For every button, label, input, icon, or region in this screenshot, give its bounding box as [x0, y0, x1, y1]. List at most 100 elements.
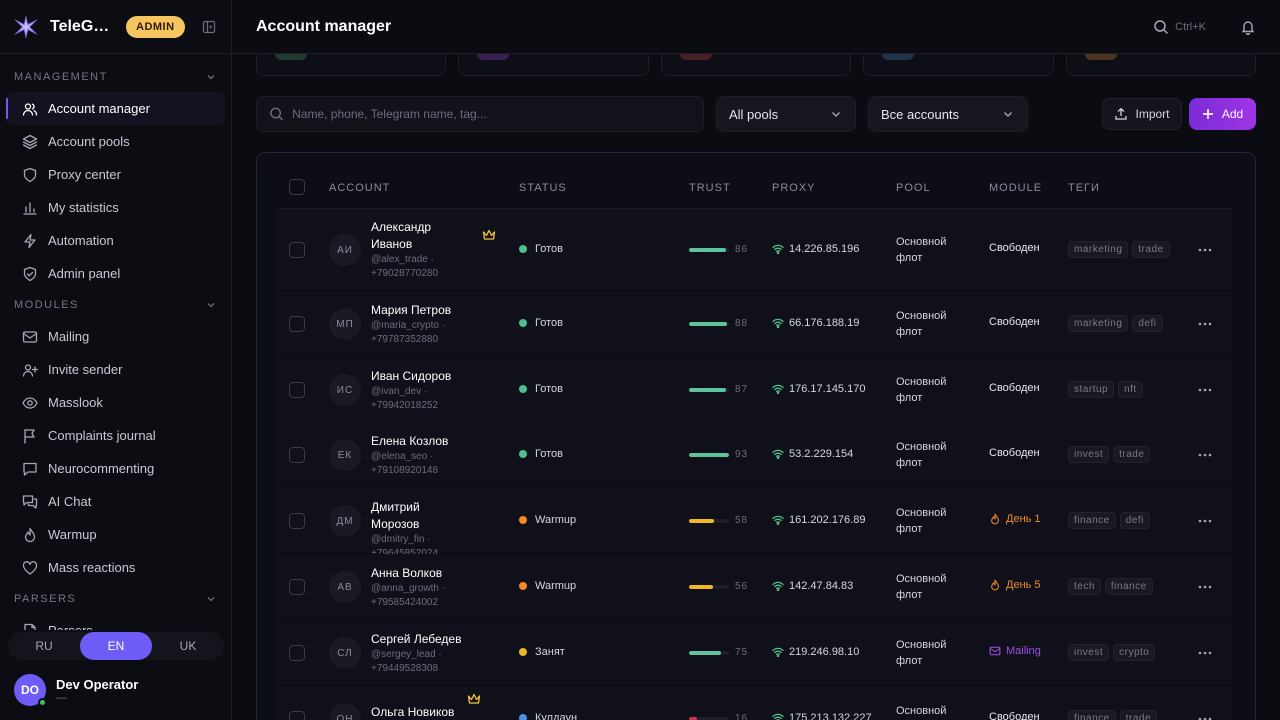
sidebar-item-warmup[interactable]: Warmup [6, 518, 225, 551]
column-header-pool[interactable]: POOL [896, 182, 931, 194]
tag[interactable]: tech [1068, 578, 1101, 595]
tag-list: marketing trade [1068, 241, 1170, 258]
search-input[interactable] [292, 107, 691, 121]
account-cell[interactable]: Дмитрий Морозов @dmitry_fin · +79645852024 [371, 499, 471, 561]
row-checkbox[interactable] [289, 513, 305, 529]
tag[interactable]: crypto [1113, 644, 1156, 661]
sidebar-item-ai-chat[interactable]: AI Chat [6, 485, 225, 518]
more-options-icon[interactable] [1198, 651, 1212, 655]
proxy-cell[interactable]: 53.2.229.154 [772, 448, 853, 460]
sidebar-item-mass-reactions[interactable]: Mass reactions [6, 551, 225, 584]
more-options-icon[interactable] [1198, 717, 1212, 720]
row-checkbox[interactable] [289, 316, 305, 332]
row-checkbox[interactable] [289, 242, 305, 258]
language-option-en[interactable]: EN [80, 632, 152, 660]
row-checkbox[interactable] [289, 447, 305, 463]
tag[interactable]: trade [1132, 241, 1170, 258]
column-header-trust[interactable]: TRUST [689, 182, 731, 194]
proxy-cell[interactable]: 175.213.132.227 [772, 712, 872, 720]
account-cell[interactable]: Елена Козлов @elena_seo · +79108920148 [371, 433, 471, 478]
more-options-icon[interactable] [1198, 248, 1212, 252]
more-options-icon[interactable] [1198, 519, 1212, 523]
table-row[interactable]: МП Мария Петров @maria_crypto · +7978735288… [277, 291, 1232, 357]
import-button[interactable]: Import [1102, 98, 1182, 130]
table-row[interactable]: АВ Анна Волков @anna_growth · +79585424002 W… [277, 554, 1232, 620]
more-options-icon[interactable] [1198, 388, 1212, 392]
sidebar-item-masslook[interactable]: Masslook [6, 386, 225, 419]
global-search-button[interactable]: Ctrl+K [1153, 19, 1206, 35]
column-header-proxy[interactable]: PROXY [772, 182, 816, 194]
sidebar-item-neurocommenting[interactable]: Neurocommenting [6, 452, 225, 485]
table-row[interactable]: СЛ Сергей Лебедев @sergey_lead · +794495283… [277, 620, 1232, 686]
sidebar-collapse-icon[interactable] [201, 19, 217, 35]
tag[interactable]: invest [1068, 644, 1110, 661]
account-cell[interactable]: Сергей Лебедев @sergey_lead · +79449528308 [371, 631, 471, 676]
row-checkbox[interactable] [289, 711, 305, 720]
tag[interactable]: marketing [1068, 315, 1129, 332]
tag[interactable]: finance [1068, 710, 1116, 720]
trust-bar-fill [689, 518, 714, 523]
proxy-cell[interactable]: 176.17.145.170 [772, 383, 865, 395]
language-option-ru[interactable]: RU [35, 639, 53, 653]
tag[interactable]: defi [1132, 315, 1163, 332]
tag[interactable]: defi [1119, 512, 1150, 529]
sidebar-item-proxy-center[interactable]: Proxy center [6, 158, 225, 191]
account-cell[interactable]: Александр Иванов @alex_trade · +7902877028… [371, 219, 471, 281]
proxy-cell[interactable]: 219.246.98.10 [772, 646, 859, 658]
row-checkbox[interactable] [289, 645, 305, 661]
table-row[interactable]: АИ Александр Иванов @alex_trade · +79028770… [277, 209, 1232, 291]
row-checkbox[interactable] [289, 579, 305, 595]
tag[interactable]: finance [1104, 578, 1153, 595]
tag[interactable]: trade [1113, 446, 1151, 463]
proxy-cell[interactable]: 66.176.188.19 [772, 317, 859, 329]
tag[interactable]: finance [1068, 512, 1116, 529]
table-row[interactable]: ОН Ольга Новиков@olga_smm · Кулдаун 16 175.2… [277, 686, 1232, 720]
column-header-module[interactable]: MODULE [989, 182, 1043, 194]
proxy-cell[interactable]: 142.47.84.83 [772, 580, 853, 592]
language-option-uk[interactable]: UK [179, 639, 197, 653]
online-indicator [38, 698, 47, 707]
sidebar-item-account-manager[interactable]: Account manager [6, 92, 225, 125]
column-header-status[interactable]: STATUS [519, 182, 567, 194]
table-row[interactable]: ИС Иван Сидоров @ivan_dev · +79942018252 Гот… [277, 357, 1232, 423]
account-search[interactable] [256, 96, 704, 132]
pool-select[interactable]: All pools [716, 96, 856, 132]
column-header-tags[interactable]: ТЕГИ [1068, 182, 1100, 194]
sidebar-section-modules[interactable]: MODULES [0, 290, 231, 320]
row-checkbox[interactable] [289, 382, 305, 398]
account-cell[interactable]: Анна Волков @anna_growth · +79585424002 [371, 565, 471, 610]
proxy-cell[interactable]: 161.202.176.89 [772, 514, 865, 526]
more-options-icon[interactable] [1198, 453, 1212, 457]
more-options-icon[interactable] [1198, 585, 1212, 589]
tag[interactable]: trade [1119, 710, 1158, 720]
proxy-cell[interactable]: 14.226.85.196 [772, 243, 859, 255]
account-cell[interactable]: Ольга Новиков@olga_smm · [371, 704, 471, 720]
sidebar-section-management[interactable]: MANAGEMENT [0, 62, 231, 92]
account-cell[interactable]: Иван Сидоров @ivan_dev · +79942018252 [371, 368, 471, 413]
account-cell[interactable]: Мария Петров @maria_crypto · +79787352880 [371, 302, 471, 347]
user-profile[interactable]: DO Dev Operator — [14, 672, 138, 708]
tag[interactable]: marketing [1068, 241, 1129, 258]
sidebar-item-account-pools[interactable]: Account pools [6, 125, 225, 158]
tag[interactable]: invest [1068, 446, 1110, 463]
more-options-icon[interactable] [1198, 322, 1212, 326]
sidebar-item-complaints-journal[interactable]: Complaints journal [6, 419, 225, 452]
sidebar-item-invite-sender[interactable]: Invite sender [6, 353, 225, 386]
account-filter-select[interactable]: Все accounts [868, 96, 1028, 132]
add-account-button[interactable]: Add [1189, 98, 1256, 130]
table-row[interactable]: ЕК Елена Козлов @elena_seo · +79108920148 Го… [277, 422, 1232, 488]
tag[interactable]: startup [1068, 381, 1115, 398]
tag[interactable]: nft [1118, 381, 1143, 398]
status-label: Готов [535, 448, 563, 460]
sidebar-item-my-statistics[interactable]: My statistics [6, 191, 225, 224]
column-header-account[interactable]: ACCOUNT [329, 182, 391, 194]
sidebar-section-parsers[interactable]: PARSERS [0, 584, 231, 614]
sidebar-item-parsers[interactable]: Parsers [6, 614, 225, 630]
select-all-checkbox[interactable] [289, 179, 305, 195]
table-row[interactable]: ДМ Дмитрий Морозов @dmitry_fin · +796458520… [277, 488, 1232, 559]
bell-icon[interactable] [1240, 19, 1256, 35]
status-label: Занят [535, 646, 565, 658]
sidebar-item-automation[interactable]: Automation [6, 224, 225, 257]
sidebar-item-mailing[interactable]: Mailing [6, 320, 225, 353]
sidebar-item-admin-panel[interactable]: Admin panel [6, 257, 225, 290]
